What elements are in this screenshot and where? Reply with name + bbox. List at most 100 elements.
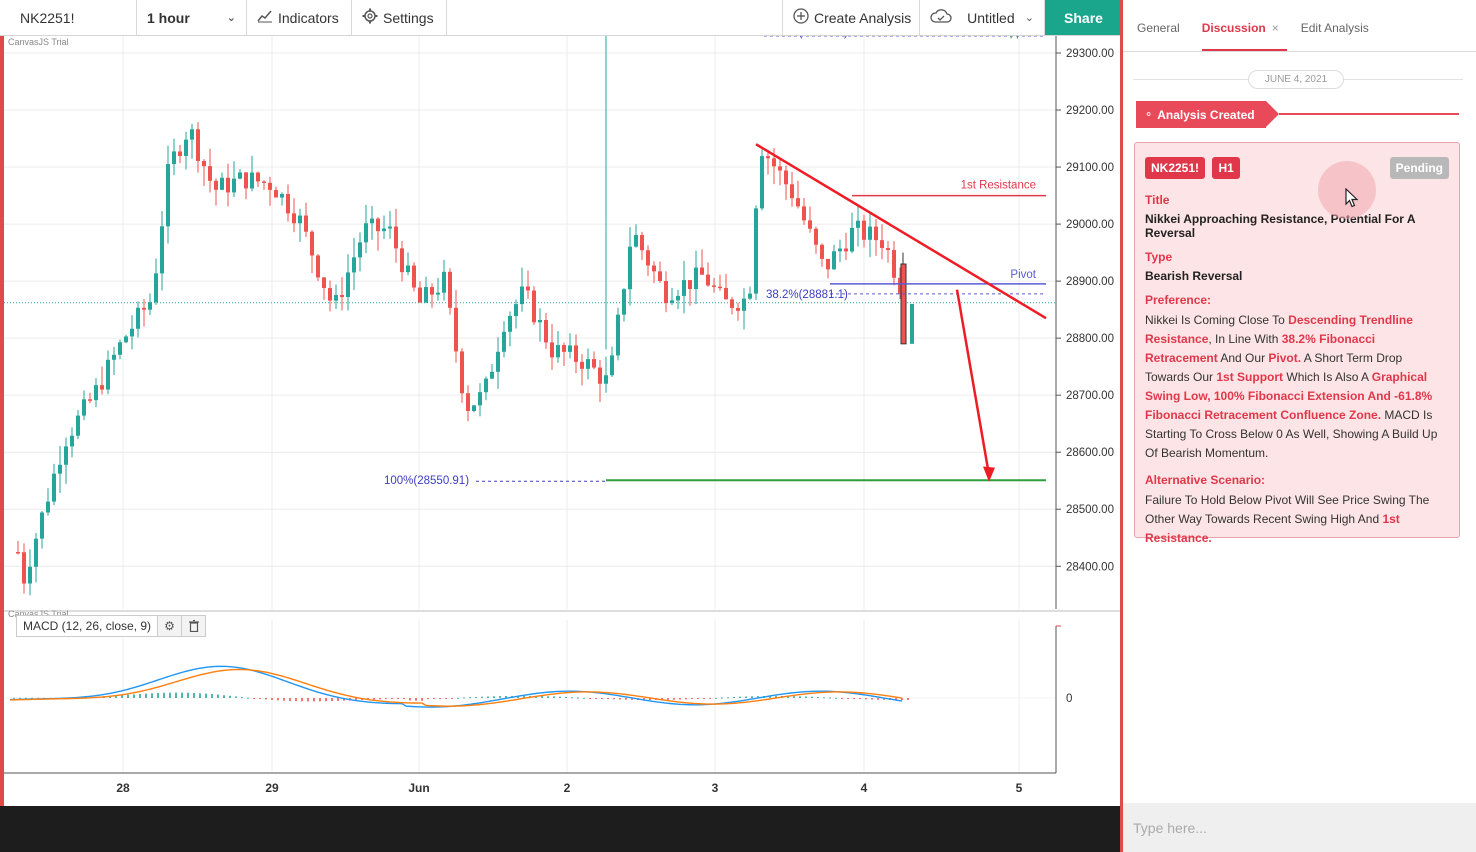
macd-histogram-bar (205, 693, 207, 698)
chart-grid (4, 36, 1056, 773)
fib-382-label: 38.2%(28881.1) (766, 289, 848, 301)
chart-trend-icon (257, 9, 273, 27)
gear-icon[interactable]: ⚙ (157, 616, 182, 636)
candle (574, 345, 578, 362)
candle (226, 177, 230, 193)
macd-histogram-bar (739, 696, 741, 698)
candle (616, 314, 620, 356)
candle (742, 298, 746, 311)
candle (700, 267, 704, 275)
close-icon[interactable]: × (1271, 21, 1279, 35)
macd-histogram-bar (673, 698, 675, 700)
candle (418, 287, 422, 303)
create-analysis-button[interactable]: Create Analysis (783, 0, 920, 35)
macd-histogram-bar (223, 695, 225, 698)
settings-button[interactable]: Settings (352, 0, 447, 35)
trash-icon[interactable] (181, 616, 206, 636)
tab-discussion[interactable]: Discussion × (1201, 21, 1287, 51)
preference-label: Preference: (1145, 293, 1212, 307)
candle (502, 331, 506, 352)
macd-histogram-bar (307, 698, 309, 702)
bottom-strip (0, 806, 1122, 852)
symbol-search[interactable]: NK2251! (0, 0, 137, 35)
macd-histogram-bar (259, 698, 261, 699)
macd-histogram-bar (163, 692, 165, 698)
macd-histogram-bar (415, 698, 417, 701)
macd-histogram-bar (583, 697, 585, 699)
chart-area[interactable]: 1st Resistance Pivot 38.2%(28881.1) 61.8%(2… (0, 36, 1122, 806)
macd-histogram-bar (613, 698, 615, 700)
candle (280, 194, 284, 198)
price-axis-label: 29200.00 (1066, 105, 1114, 117)
candle (814, 228, 818, 245)
macd-histogram-bar (787, 696, 789, 698)
price-axis-label: 28700.00 (1066, 390, 1114, 402)
macd-histogram-bar (157, 693, 159, 698)
tab-general[interactable]: General (1137, 21, 1188, 51)
candle (778, 166, 782, 171)
macd-histogram-bar (883, 698, 885, 700)
macd-histogram-bar (835, 697, 837, 699)
candle (910, 303, 914, 344)
macd-histogram-bar (607, 698, 609, 700)
macd-histogram-bar (505, 695, 507, 698)
candle (154, 273, 158, 303)
macd-histogram-bar (175, 692, 177, 698)
candle (772, 158, 776, 167)
price-chart[interactable]: 1st Resistance Pivot 38.2%(28881.1) 61.8%(2… (4, 36, 1120, 806)
macd-histogram-bar (691, 698, 693, 700)
candle (298, 215, 302, 224)
signal-line (9, 668, 903, 707)
trial-watermark: CanvasJS Trial (8, 37, 69, 47)
message-input[interactable] (1123, 803, 1476, 852)
macd-histogram-bar (181, 692, 183, 698)
macd-histogram-bar (169, 692, 171, 698)
candle (28, 566, 32, 584)
macd-histogram-bar (571, 697, 573, 699)
candle (346, 272, 350, 298)
alt-scenario-label: Alternative Scenario: (1145, 473, 1266, 487)
macd-histogram-bar (745, 696, 747, 698)
layout-name: Untitled (967, 9, 1015, 26)
plus-circle-icon (793, 7, 809, 28)
candle (160, 226, 164, 274)
macd-histogram-bar (469, 697, 471, 699)
candle (652, 265, 656, 272)
candle (622, 289, 626, 315)
layout-dropdown[interactable]: Untitled ⌄ (920, 0, 1045, 35)
macd-histogram-bar (823, 697, 825, 699)
macd-histogram-bar (241, 697, 243, 699)
candle (22, 552, 26, 584)
macd-histogram-bar (565, 696, 567, 698)
candle (322, 277, 326, 289)
macd-histogram-bar (31, 697, 33, 699)
candle (598, 367, 602, 384)
macd-histogram-bar (199, 693, 201, 698)
share-button[interactable]: Share (1045, 0, 1122, 35)
candle (166, 164, 170, 227)
candle (400, 248, 404, 273)
candle (202, 160, 206, 167)
macd-histogram-bar (343, 698, 345, 701)
cloud-icon (930, 8, 952, 27)
date-divider: JUNE 4, 2021 (1133, 70, 1463, 90)
candle (850, 227, 854, 252)
candle (856, 220, 860, 228)
tab-edit-analysis[interactable]: Edit Analysis (1301, 21, 1377, 51)
candle (328, 288, 332, 301)
macd-histogram-bar (775, 695, 777, 698)
candle (256, 172, 260, 182)
candle (214, 180, 218, 190)
candle (334, 295, 338, 301)
candle (688, 280, 692, 289)
candle (364, 223, 368, 243)
interval-dropdown[interactable]: 1 hour ⌄ (137, 0, 247, 35)
candle (748, 293, 752, 299)
date-axis-label: 28 (116, 781, 130, 795)
macd-histogram-bar (295, 698, 297, 702)
indicators-button[interactable]: Indicators (247, 0, 352, 35)
macd-histogram-bar (793, 696, 795, 698)
macd-histogram-bar (247, 697, 249, 699)
macd-histogram-bar (661, 698, 663, 701)
